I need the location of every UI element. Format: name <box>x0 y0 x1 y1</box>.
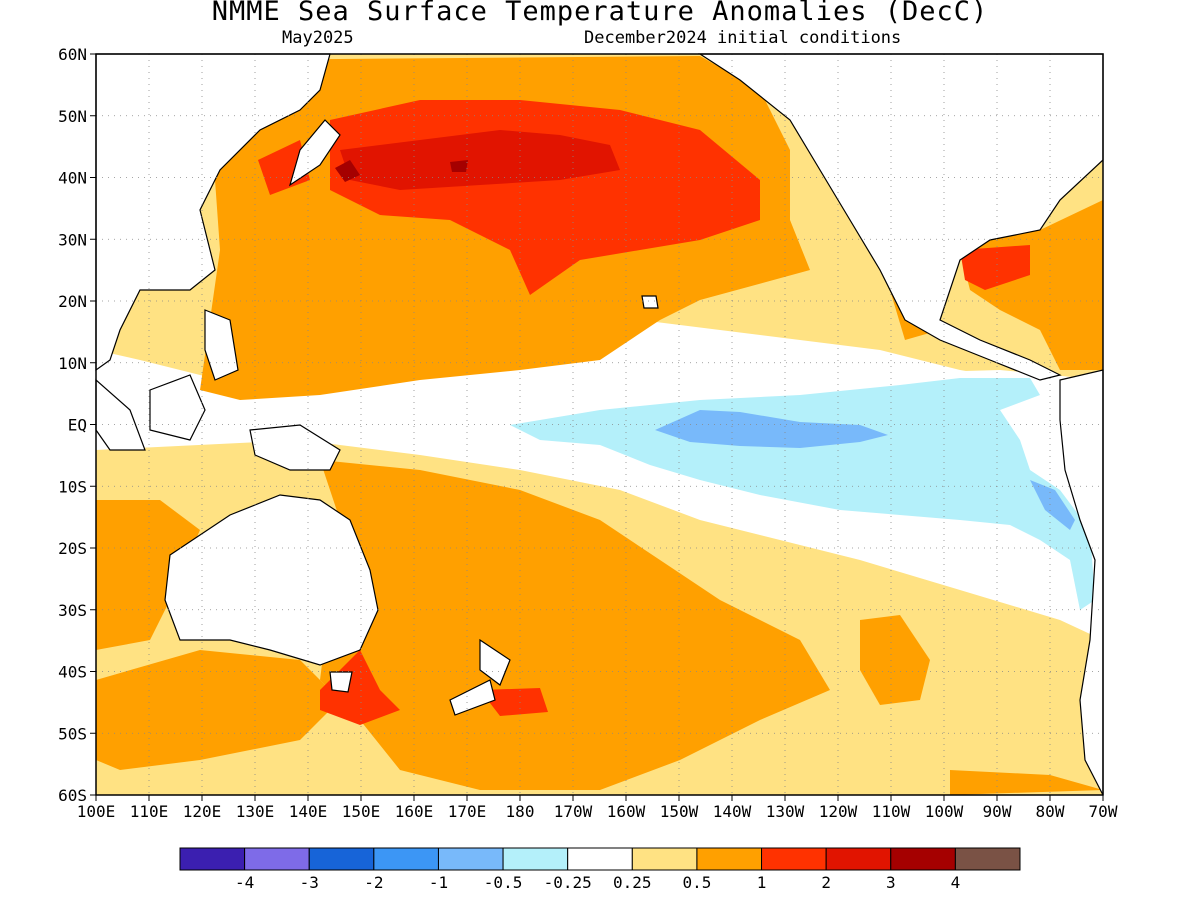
lon-label: 120E <box>183 802 222 821</box>
lat-label: 20N <box>58 292 87 311</box>
colorbar-label: 2 <box>821 873 831 892</box>
new-zealand-north <box>479 638 511 686</box>
lat-label: 10S <box>58 477 87 496</box>
lat-label: 30S <box>58 601 87 620</box>
colorbar-swatch <box>437 847 504 871</box>
asia-landmass <box>95 53 331 372</box>
colorbar-label: 0.25 <box>613 873 652 892</box>
borneo-island <box>149 374 206 441</box>
colorbar-swatch <box>502 847 569 871</box>
colorbar-label: -1 <box>429 873 448 892</box>
anomaly-region-dark-red <box>340 130 620 190</box>
colorbar-label: -0.5 <box>484 873 523 892</box>
lon-label: 100W <box>925 802 964 821</box>
lat-label: 60N <box>58 45 87 64</box>
anomaly-region-light-blue-coast <box>1030 480 1075 530</box>
lat-label: 40N <box>58 169 87 188</box>
colorbar-swatch <box>373 847 439 871</box>
init-conditions-label: December2024 initial conditions <box>584 28 902 48</box>
colorbar-label: -0.25 <box>544 873 592 892</box>
colorbar: -4 -3 -2 -1 -0.5 -0.25 0.25 0.5 1 2 3 4 <box>179 847 1021 892</box>
lon-label: 170W <box>554 802 593 821</box>
colorbar-swatch <box>954 847 1021 871</box>
lon-label: 130W <box>766 802 805 821</box>
lon-label: 120W <box>819 802 858 821</box>
colorbar-label: -2 <box>364 873 383 892</box>
landmasses <box>95 53 1104 796</box>
lon-label: 100E <box>77 802 116 821</box>
lat-label: 40S <box>58 663 87 682</box>
map-title: NMME Sea Surface Temperature Anomalies (… <box>211 0 989 27</box>
lon-label: 150E <box>342 802 381 821</box>
lat-label: 30N <box>58 230 87 249</box>
lat-label: 10N <box>58 354 87 373</box>
lon-label: 80W <box>1036 802 1065 821</box>
lon-label: 130E <box>236 802 275 821</box>
japan-island <box>288 119 341 187</box>
australia-landmass <box>164 494 379 666</box>
colorbar-swatch <box>890 847 956 871</box>
lon-label: 110E <box>130 802 169 821</box>
lat-label: 60S <box>58 786 87 805</box>
longitude-labels: 100E 110E 120E 130E 140E 150E 160E 170E 180 170W 1… <box>77 795 1118 821</box>
philippines-island <box>204 309 239 381</box>
anomaly-region-deep-red <box>335 160 468 182</box>
north-america-landmass <box>697 53 1104 381</box>
colorbar-label: -4 <box>235 873 254 892</box>
colorbar-swatch <box>761 847 827 871</box>
lon-label: 180 <box>506 802 535 821</box>
colorbar-label: 0.5 <box>682 873 711 892</box>
lat-label: 20S <box>58 539 87 558</box>
colorbar-swatch <box>567 847 633 871</box>
new-guinea-island <box>249 424 341 471</box>
lat-label: EQ <box>68 416 87 435</box>
colorbar-label: -3 <box>300 873 319 892</box>
lon-label: 70W <box>1089 802 1118 821</box>
anomaly-region-light-blue <box>655 410 888 448</box>
colorbar-label: 1 <box>757 873 767 892</box>
colorbar-swatch <box>696 847 763 871</box>
lon-label: 150W <box>660 802 699 821</box>
lon-label: 90W <box>983 802 1012 821</box>
lon-label: 140E <box>289 802 328 821</box>
lat-label: 50N <box>58 107 87 126</box>
tasmania-island <box>329 671 353 693</box>
colorbar-label: 4 <box>951 873 961 892</box>
new-zealand-south <box>449 679 496 716</box>
colorbar-swatch <box>244 847 310 871</box>
anomaly-region-cyan <box>510 378 1095 610</box>
colorbar-label: 3 <box>886 873 896 892</box>
lon-label: 110W <box>872 802 911 821</box>
target-month-label: May2025 <box>282 28 354 48</box>
colorbar-swatch <box>825 847 892 871</box>
lon-label: 170E <box>448 802 487 821</box>
latitude-labels: 60N 50N 40N 30N 20N 10N EQ 10S 20S 30S 40S 50S 60S <box>58 45 96 805</box>
lon-label: 160E <box>395 802 434 821</box>
lon-label: 140W <box>713 802 752 821</box>
hawaii-islands <box>641 295 659 309</box>
colorbar-swatch <box>631 847 698 871</box>
colorbar-swatch <box>308 847 375 871</box>
lat-label: 50S <box>58 724 87 743</box>
lon-label: 160W <box>607 802 646 821</box>
colorbar-swatch <box>179 847 246 871</box>
